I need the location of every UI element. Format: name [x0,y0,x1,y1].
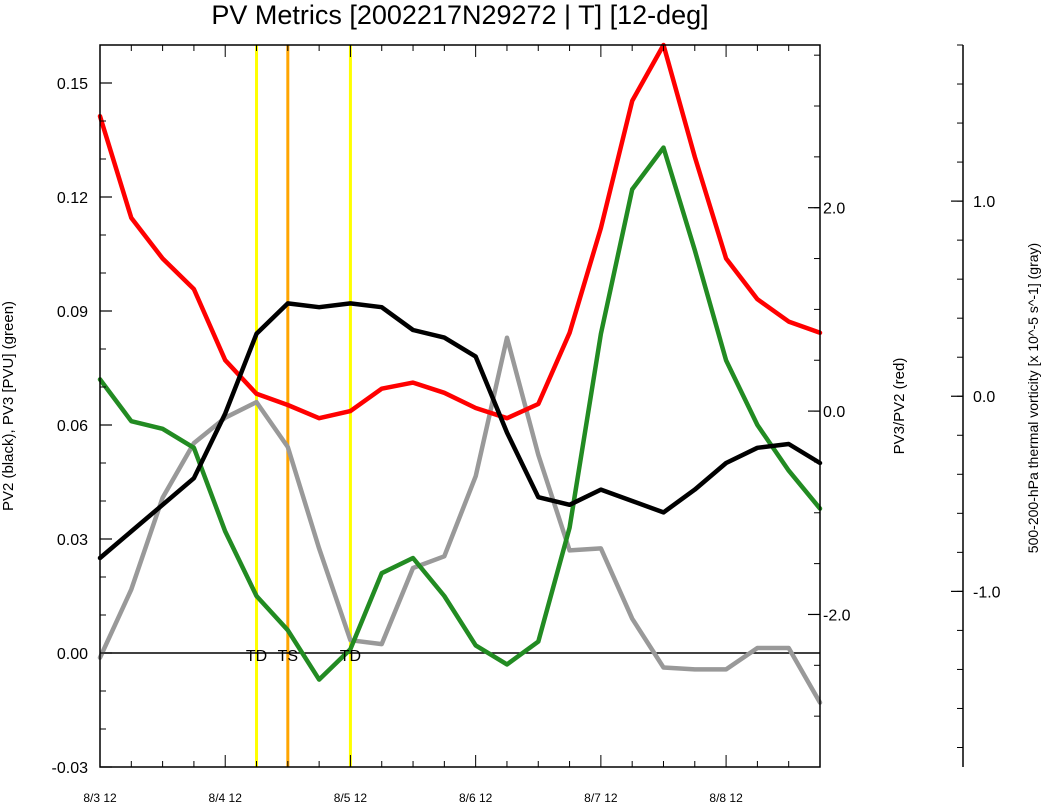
left-axis-label: PV2 (black), PV3 [PVU] (green) [0,301,17,511]
right-axis-ratio-label: PV3/PV2 (red) [891,358,908,455]
event-labels: TD TS TD [246,648,361,665]
x-tick-label: 8/6 12 [459,791,493,805]
series-line-3 [97,335,823,705]
event-label-2: TD [340,648,361,665]
left-tick-label: 0.12 [57,190,88,207]
series-line-2 [97,42,823,421]
series-line-0 [97,301,823,561]
x-tick-label: 8/7 12 [584,791,618,805]
x-tick-label: 8/4 12 [209,791,243,805]
plot-frame [99,44,821,768]
left-tick-label: -0.03 [52,760,89,777]
right2-tick-label: -1.0 [973,584,1001,601]
series-line-1 [97,145,823,682]
x-tick-label: 8/5 12 [334,791,368,805]
left-tick-label: 0.06 [57,418,88,435]
right1-tick-label: 2.0 [823,201,845,218]
x-tick-label: 8/8 12 [709,791,743,805]
left-tick-label: 0.09 [57,304,88,321]
right-axis-vorticity-label: 500-200-hPa thermal vorticity [x 10^-5 s… [1025,243,1041,553]
right-axis-ratio: -2.0 0.0 2.0 [808,54,851,768]
right2-tick-label: 0.0 [973,389,995,406]
left-tick-label: 0.15 [57,76,88,93]
right1-tick-label: -2.0 [823,607,851,624]
left-tick-label: 0.03 [57,532,88,549]
right2-tick-label: 1.0 [973,194,995,211]
right1-tick-label: 0.0 [823,404,845,421]
left-tick-label: 0.00 [57,646,88,663]
series-lines [97,42,823,705]
event-label-1: TS [278,648,298,665]
event-label-0: TD [246,648,267,665]
left-axis: -0.03 0.00 0.03 0.06 0.09 0.12 0.15 [52,44,112,777]
x-tick-label: 8/3 12 [83,791,117,805]
right-axis-vorticity: -1.0 0.0 1.0 [951,44,1001,767]
chart-title: PV Metrics [2002217N29272 | T] [12-deg] [211,0,708,30]
x-axis: 8/3 12 8/4 12 8/5 12 8/6 12 8/7 12 8/8 12 [83,45,821,805]
